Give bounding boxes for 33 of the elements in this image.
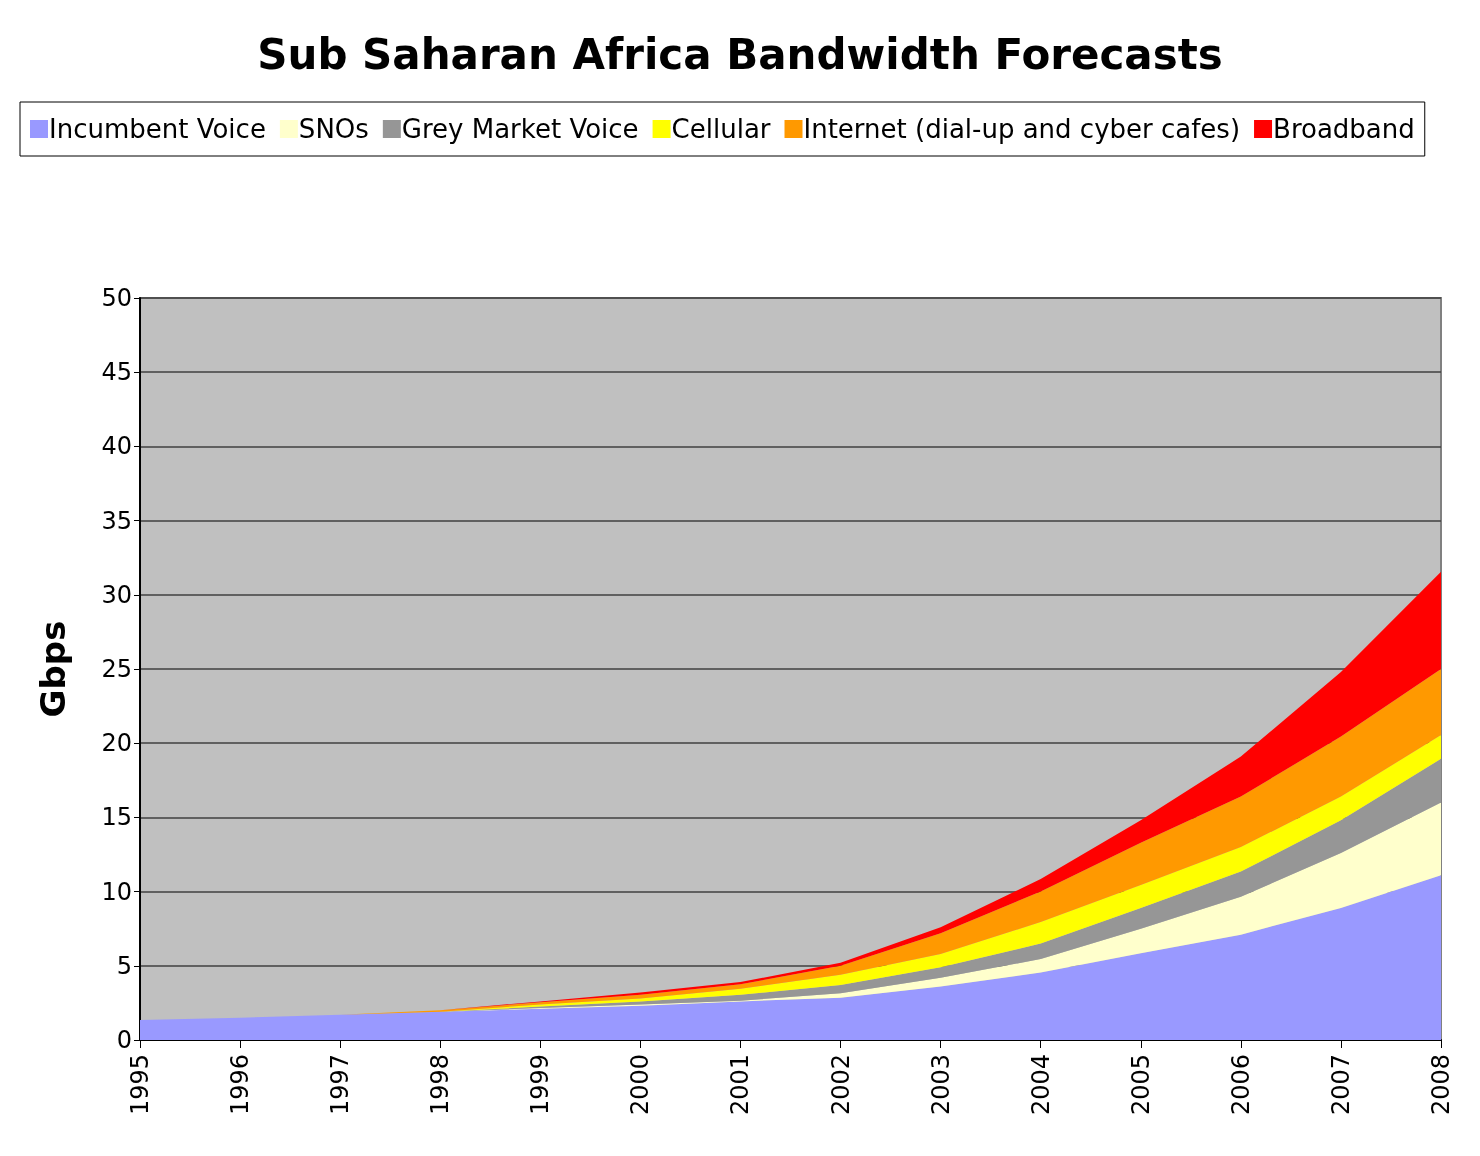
y-tick-label: 0 [116, 1026, 132, 1054]
y-tick-label: 15 [101, 803, 132, 832]
x-tick-label: 1999 [526, 1054, 555, 1116]
y-axis-title: Gbps [33, 620, 73, 718]
x-tick-label: 2003 [926, 1054, 955, 1116]
y-tick-label: 45 [101, 358, 132, 387]
legend-label: Internet (dial-up and cyber cafes) [803, 114, 1241, 144]
x-tick-label: 2000 [626, 1054, 655, 1116]
legend-label: Broadband [1273, 114, 1415, 144]
legend-label: Grey Market Voice [401, 114, 639, 144]
legend-label: Incumbent Voice [49, 114, 266, 144]
x-tick-label: 1998 [426, 1054, 455, 1116]
chart-title: Sub Saharan Africa Bandwidth Forecasts [257, 29, 1223, 79]
x-tick-label: 2004 [1026, 1054, 1055, 1116]
y-tick-label: 50 [101, 284, 132, 312]
y-tick-label: 10 [101, 877, 132, 906]
x-tick-label: 2002 [826, 1054, 855, 1116]
y-tick-label: 40 [101, 432, 132, 461]
legend-label: SNOs [298, 114, 369, 144]
y-tick-label: 30 [101, 580, 132, 609]
x-tick-label: 1995 [126, 1054, 154, 1116]
y-tick-label: 35 [101, 506, 132, 535]
y-tick-label: 5 [116, 951, 132, 980]
y-tick-label: 20 [101, 729, 132, 758]
x-tick-label: 2005 [1126, 1054, 1155, 1116]
legend-label: Cellular [671, 114, 771, 144]
x-tick-label: 2006 [1226, 1054, 1255, 1116]
y-tick-label: 25 [101, 655, 132, 683]
x-tick-label: 1996 [226, 1054, 255, 1116]
x-tick-label: 2001 [726, 1054, 755, 1116]
x-tick-label: 1997 [326, 1054, 355, 1116]
x-tick-label: 2008 [1427, 1054, 1455, 1116]
x-tick-label: 2007 [1326, 1054, 1355, 1116]
